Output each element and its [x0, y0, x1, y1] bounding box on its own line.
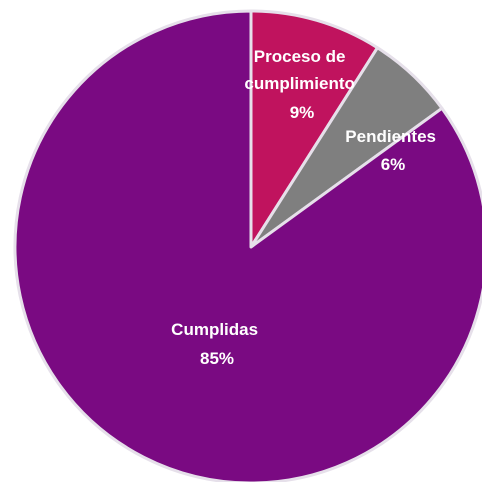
- slice-label-pendientes-line1: Pendientes: [345, 127, 436, 146]
- slice-value-cumplidas: 85%: [200, 349, 234, 368]
- slice-label-cumplidas-line1: Cumplidas: [171, 320, 258, 339]
- slice-value-pendientes: 6%: [381, 155, 406, 174]
- pie-slices: [13, 9, 482, 482]
- slice-cumplidas: [13, 9, 482, 482]
- slice-label-proceso-line2: cumplimiento: [244, 74, 355, 93]
- slice-label-pendientes: Pendientes 6%: [345, 127, 440, 174]
- slice-label-proceso: Proceso de cumplimiento 9%: [244, 47, 359, 122]
- slice-label-proceso-line1: Proceso de: [254, 47, 346, 66]
- slice-proceso-de-cumplimiento: [249, 9, 379, 249]
- slice-value-proceso: 9%: [290, 103, 315, 122]
- slice-label-cumplidas: Cumplidas 85%: [171, 320, 263, 368]
- slice-labels: Proceso de cumplimiento 9% Pendientes 6%…: [171, 47, 440, 368]
